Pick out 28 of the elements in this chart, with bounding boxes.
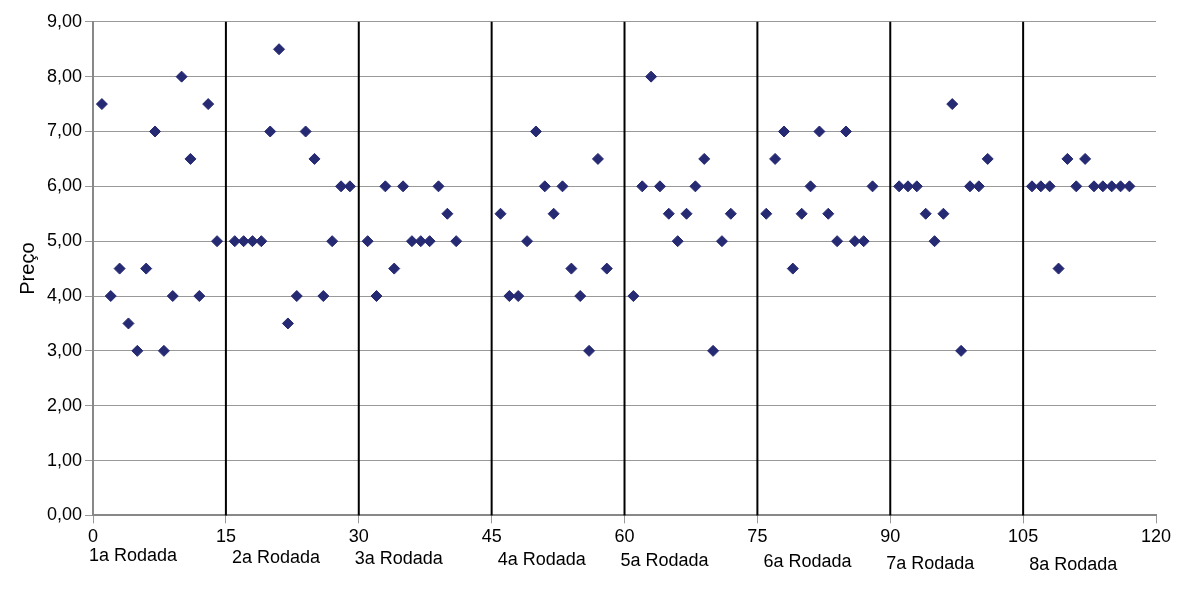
x-tick-label: 105	[1008, 526, 1039, 547]
text: 4a Rodada	[497, 548, 587, 569]
x-tick-label: 45	[481, 526, 502, 547]
y-tick-label: 6,00	[46, 175, 83, 196]
text: 8a Rodada	[1029, 553, 1119, 574]
y-tick-label: 8,00	[46, 65, 83, 86]
y-tick-label: 7,00	[46, 120, 83, 141]
text: 7a Rodada	[886, 552, 976, 573]
x-tick-label: 0	[88, 526, 99, 547]
y-axis-title: Preço	[15, 242, 38, 295]
x-tick-label: 120	[1140, 526, 1172, 547]
x-tick-label: 15	[215, 526, 236, 547]
text: 3a Rodada	[354, 547, 444, 568]
x-tick-label: 75	[747, 526, 768, 547]
y-tick-label: 1,00	[46, 449, 83, 470]
y-tick-label: 9,00	[46, 10, 83, 31]
y-tick-label: 2,00	[46, 394, 83, 415]
x-tick-label: 90	[880, 526, 901, 547]
text: 2a Rodada	[231, 546, 321, 567]
x-tick-label: 30	[348, 526, 369, 547]
x-tick-label: 60	[614, 526, 635, 547]
y-tick-label: 3,00	[46, 339, 83, 360]
text: 6a Rodada	[763, 551, 853, 572]
text: 5a Rodada	[620, 550, 710, 571]
y-tick-label: 0,00	[46, 504, 83, 525]
y-tick-label: 4,00	[46, 284, 83, 305]
y-tick-label: 5,00	[46, 230, 83, 251]
text: 1a Rodada	[89, 545, 179, 566]
